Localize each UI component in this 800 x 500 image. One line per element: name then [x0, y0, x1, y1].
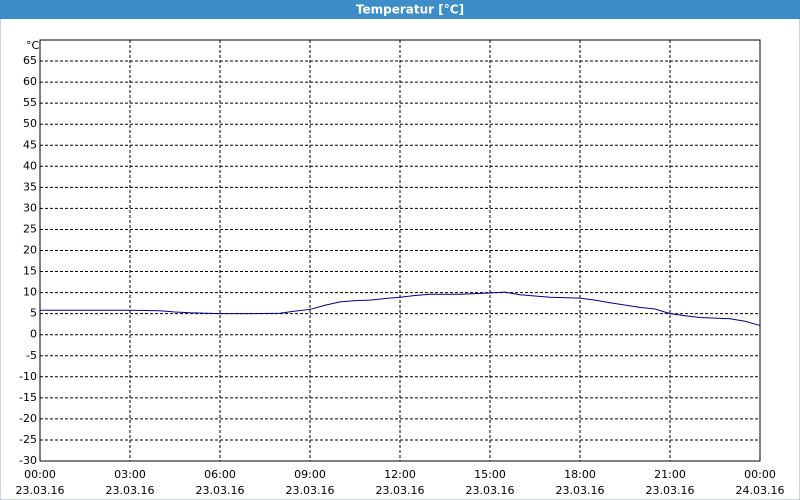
x-tick-date: 23.03.16: [196, 484, 245, 497]
line-series: [40, 291, 761, 326]
y-tick-label: 20: [23, 244, 37, 257]
x-tick-label: 00:00: [24, 468, 56, 481]
x-tick-date: 23.03.16: [556, 484, 605, 497]
y-tick-label: -5: [26, 349, 37, 362]
y-tick-label: 65: [23, 54, 37, 67]
y-tick-label: 60: [23, 75, 37, 88]
y-tick-label: 30: [23, 201, 37, 214]
x-tick-label: 15:00: [474, 468, 506, 481]
y-tick-label: 15: [23, 265, 37, 278]
y-tick-label: 10: [23, 286, 37, 299]
y-tick-label: 55: [23, 96, 37, 109]
x-tick-label: 09:00: [294, 468, 326, 481]
x-tick-date: 23.03.16: [286, 484, 335, 497]
x-tick-date: 23.03.16: [16, 484, 65, 497]
x-tick-label: 03:00: [114, 468, 146, 481]
y-tick-label: 50: [23, 117, 37, 130]
y-tick-label: 0: [30, 328, 37, 341]
x-tick-date: 23.03.16: [646, 484, 695, 497]
y-tick-label: -30: [19, 454, 37, 467]
y-axis-label: °C: [26, 39, 40, 52]
chart-title: Temperatur [°C]: [356, 3, 464, 17]
x-tick-label: 21:00: [654, 468, 686, 481]
y-tick-label: -10: [19, 370, 37, 383]
y-tick-label: 40: [23, 159, 37, 172]
x-tick-date: 23.03.16: [466, 484, 515, 497]
y-tick-label: 45: [23, 138, 37, 151]
y-tick-label: 5: [30, 307, 37, 320]
x-tick-date: 23.03.16: [106, 484, 155, 497]
x-tick-label: 12:00: [384, 468, 416, 481]
y-tick-label: -20: [19, 412, 37, 425]
x-tick-date: 23.03.16: [376, 484, 425, 497]
title-bar: [0, 0, 800, 19]
x-tick-label: 00:00: [744, 468, 776, 481]
x-tick-label: 06:00: [204, 468, 236, 481]
y-tick-label: -15: [19, 391, 37, 404]
x-tick-label: 18:00: [564, 468, 596, 481]
y-tick-label: 25: [23, 222, 37, 235]
y-tick-label: 35: [23, 180, 37, 193]
y-tick-label: -25: [19, 433, 37, 446]
x-tick-date: 24.03.16: [736, 484, 785, 497]
